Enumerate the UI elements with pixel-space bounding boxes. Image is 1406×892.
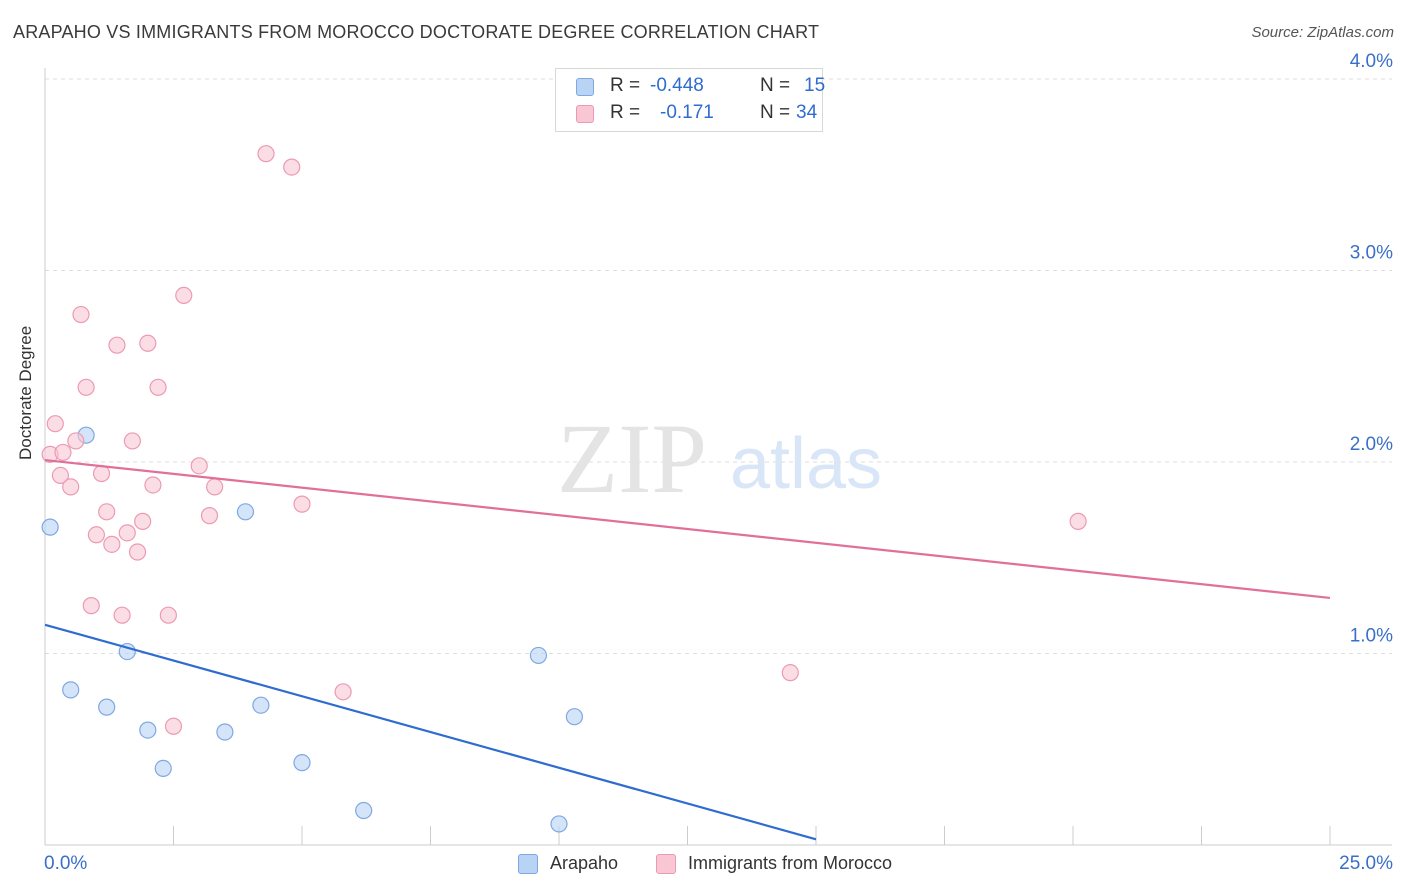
data-point-morocco [175,286,193,304]
grid-layer [45,78,1392,654]
stats-n-label: N = [760,102,791,123]
data-point-arapaho [236,503,255,521]
data-point-morocco [92,464,111,483]
trend-line-morocco [44,458,1331,600]
data-point-morocco [62,478,80,496]
data-point-morocco [103,535,121,553]
stats-r-value-arapaho: -0.448 [650,75,704,96]
data-point-arapaho [565,708,584,726]
data-point-morocco [293,495,311,513]
data-point-morocco [128,543,147,561]
legend-label-morocco: Immigrants from Morocco [688,853,893,873]
stats-r-value-morocco: -0.171 [660,102,714,123]
data-point-morocco [164,717,183,735]
data-point-morocco [190,457,208,475]
source-credit: Source: ZipAtlas.com [1251,24,1394,41]
stats-n-value-morocco: 34 [796,102,818,123]
stats-swatch-morocco [576,105,594,123]
data-point-arapaho [355,801,373,820]
legend-label-arapaho: Arapaho [550,853,619,873]
data-point-arapaho [98,698,116,716]
data-point-morocco [108,336,126,354]
data-point-morocco [200,507,219,525]
data-point-morocco [77,378,95,396]
data-point-morocco [87,526,106,544]
watermark-atlas: atlas [730,424,882,504]
data-point-morocco [134,512,152,530]
trend-layer [44,458,1331,841]
y-tick-label: 4.0% [1350,51,1393,72]
stats-n-label: N = [760,75,791,96]
y-axis-label: Doctorate Degree [16,325,35,460]
data-point-morocco [82,597,100,615]
data-point-arapaho [293,754,311,772]
data-point-arapaho [139,721,157,739]
tick-label-layer: 1.0% 2.0% 3.0% 4.0% 0.0% 25.0% [44,51,1393,874]
chart-title: ARAPAHO VS IMMIGRANTS FROM MOROCCO DOCTO… [13,22,820,42]
data-point-morocco [1069,512,1087,530]
data-point-morocco [257,145,275,163]
point-layer [41,145,1087,833]
data-point-morocco [334,683,352,701]
data-point-arapaho [41,518,59,536]
data-point-morocco [149,378,167,396]
data-point-morocco [781,664,799,682]
data-point-morocco [113,606,131,624]
trend-line-arapaho [44,623,817,841]
data-point-morocco [144,476,162,494]
data-point-arapaho [154,759,172,778]
data-point-morocco [123,432,141,450]
data-point-morocco [67,432,85,450]
data-point-arapaho [550,815,568,833]
legend-swatch-arapaho [518,854,538,874]
y-tick-label: 1.0% [1350,626,1393,647]
data-point-morocco [283,158,301,176]
data-point-morocco [46,415,64,433]
watermark-zip: ZIP [557,403,707,514]
data-point-morocco [118,524,136,542]
y-tick-label: 2.0% [1350,434,1393,455]
data-point-morocco [159,606,177,624]
stats-r-label: R = [610,102,641,123]
x-tick-label: 0.0% [44,853,87,874]
data-point-morocco [206,478,224,496]
data-point-morocco [98,503,116,521]
data-point-arapaho [529,646,548,665]
data-point-morocco [54,443,72,462]
stats-swatch-arapaho [576,78,594,96]
stats-box: R = -0.448 N = 15 R = -0.171 N = 34 [555,68,826,132]
data-point-arapaho [216,723,234,741]
data-point-morocco [72,305,90,324]
data-point-morocco [139,334,157,352]
data-point-arapaho [62,681,80,699]
y-tick-label: 3.0% [1350,243,1393,264]
data-point-arapaho [252,696,270,714]
legend-swatch-morocco [656,854,676,874]
x-tick-label: 25.0% [1339,853,1393,874]
stats-n-value-arapaho: 15 [804,75,826,96]
stats-r-label: R = [610,75,641,96]
data-point-morocco [51,466,70,485]
axis-layer [44,68,1392,846]
